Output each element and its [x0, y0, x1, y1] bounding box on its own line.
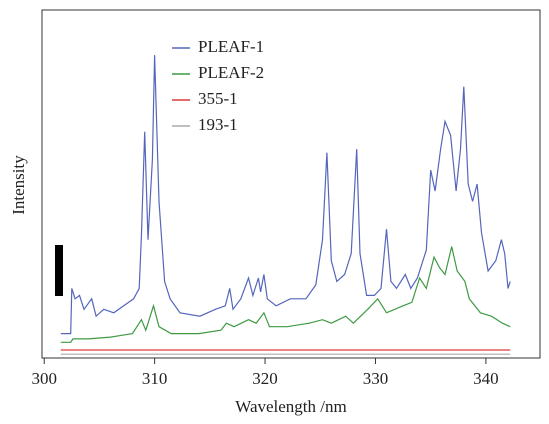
plot-frame: [41, 9, 541, 359]
x-tick-label: 320: [252, 369, 278, 388]
scale-bar: [55, 245, 63, 296]
x-tick-label: 330: [363, 369, 389, 388]
x-tick-label: 340: [473, 369, 499, 388]
x-axis-title: Wavelength /nm: [235, 397, 346, 416]
y-axis-title: Intensity: [9, 155, 28, 215]
series-line: [60, 246, 511, 343]
legend-label: 193-1: [198, 115, 238, 134]
x-tick-label: 300: [31, 369, 57, 388]
x-tick-label: 310: [142, 369, 168, 388]
legend-label: PLEAF-2: [198, 63, 264, 82]
legend-label: PLEAF-1: [198, 37, 264, 56]
legend-label: 355-1: [198, 89, 238, 108]
series-line: [60, 55, 511, 335]
